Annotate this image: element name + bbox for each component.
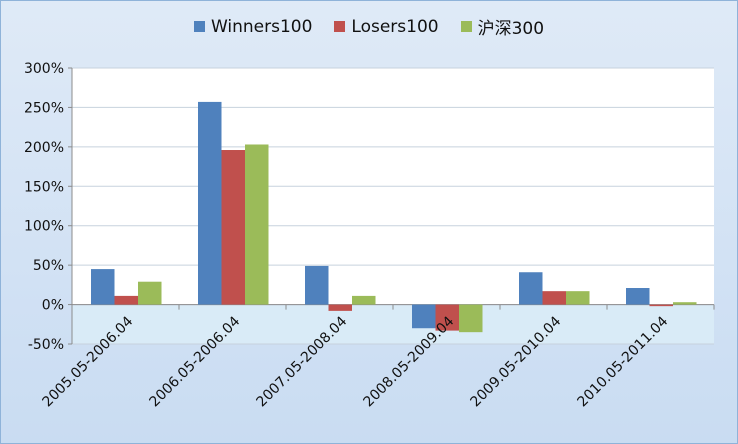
legend-label-losers100: Losers100: [351, 16, 439, 37]
bar-300-2: [352, 295, 376, 305]
y-tick-label: 300%: [24, 61, 64, 77]
bar-winners100-1: [198, 101, 222, 305]
bar-losers100-5: [649, 304, 673, 307]
bar-300-5: [673, 302, 697, 305]
y-tick-label: 150%: [24, 179, 64, 195]
y-tick-label: 250%: [24, 100, 64, 116]
legend-item-losers100: Losers100: [334, 14, 439, 39]
bar-300-4: [566, 291, 590, 305]
bar-300-0: [138, 281, 162, 305]
bar-winners100-2: [305, 265, 329, 305]
chart-legend: Winners100 Losers100 沪深300: [0, 14, 738, 39]
bar-winners100-0: [91, 269, 115, 305]
bar-winners100-3: [412, 304, 436, 329]
bar-winners100-4: [519, 272, 543, 305]
bar-losers100-2: [328, 304, 352, 311]
bar-losers100-0: [114, 295, 138, 305]
bar-losers100-4: [542, 291, 566, 305]
bar-winners100-5: [626, 288, 650, 305]
plot-area-negative: [72, 304, 714, 344]
y-tick-label: 200%: [24, 140, 64, 156]
y-tick-label: 50%: [33, 258, 64, 274]
legend-label-winners100: Winners100: [210, 16, 313, 37]
legend-label-hs300: 沪深300: [477, 19, 545, 39]
bar-300-3: [459, 304, 483, 333]
legend-item-hs300: 沪深300: [460, 14, 545, 39]
y-tick-label: 100%: [24, 219, 64, 235]
legend-swatch-hs300: [460, 21, 472, 32]
legend-item-winners100: Winners100: [193, 14, 313, 39]
bar-300-1: [245, 144, 269, 305]
bar-losers100-3: [435, 304, 459, 331]
legend-swatch-winners100: [193, 21, 205, 32]
legend-swatch-losers100: [334, 21, 346, 32]
y-tick-label: -50%: [28, 337, 64, 353]
bar-losers100-1: [221, 150, 245, 305]
y-tick-label: 0%: [42, 298, 64, 314]
